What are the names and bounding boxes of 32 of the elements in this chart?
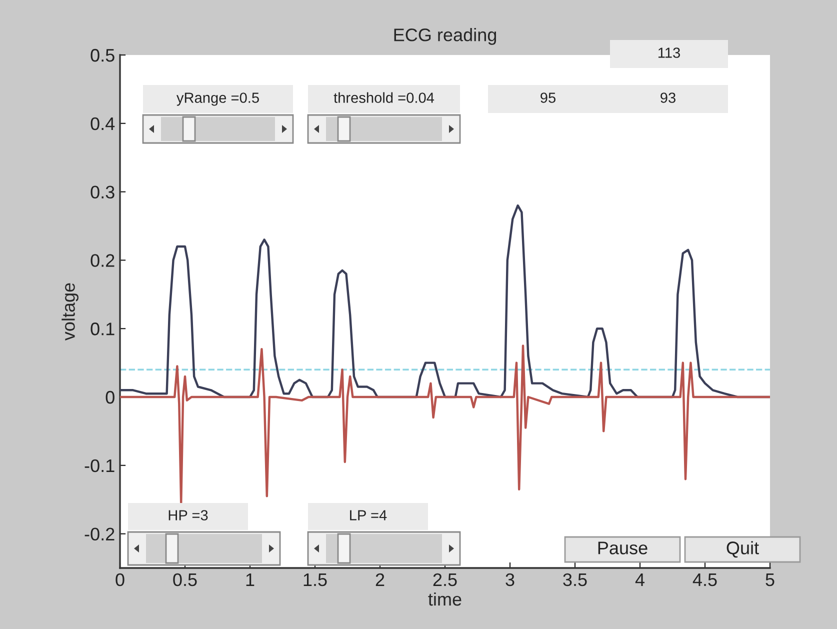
x-tick-label: 5 (766, 574, 774, 586)
y-tick-label: 0.2 (90, 254, 114, 267)
x-tick-label: 2.5 (433, 573, 457, 586)
annotation: Quit (726, 541, 759, 558)
line-series (120, 344, 770, 504)
y-tick-label: -0.2 (84, 528, 114, 541)
x-tick-label: 0.5 (173, 573, 197, 586)
x-tick-label: 0 (116, 573, 124, 586)
annotation: threshold =0.04 (334, 92, 434, 103)
annotation: 113 (658, 48, 680, 58)
annotation: LP =4 (350, 510, 387, 520)
x-tick-label: 2 (376, 573, 384, 586)
y-tick-label: 0 (106, 390, 114, 404)
annotation: 93 (660, 92, 676, 103)
y-tick-label: 0.4 (90, 117, 115, 130)
annotation: yRange =0.5 (176, 92, 259, 106)
x-tick-label: 3.5 (563, 573, 587, 586)
y-tick-label: 0.5 (90, 48, 114, 62)
chart-title: ECG reading (394, 28, 496, 45)
y-tick-label: 0.1 (90, 322, 114, 336)
x-tick-label: 1.5 (304, 574, 327, 586)
annotation: Pause (598, 542, 648, 554)
annotation: 95 (540, 92, 556, 103)
x-tick-label: 4.5 (692, 574, 717, 586)
annotation: HP =3 (168, 510, 208, 520)
x-axis-title: time (428, 592, 462, 606)
y-tick-label: 0.3 (90, 186, 114, 199)
x-tick-label: 4 (635, 574, 644, 586)
x-tick-label: 3 (506, 573, 514, 586)
y-axis-title: voltage (62, 283, 78, 341)
x-tick-label: 1 (246, 574, 254, 586)
y-tick-label: -0.1 (84, 459, 114, 472)
